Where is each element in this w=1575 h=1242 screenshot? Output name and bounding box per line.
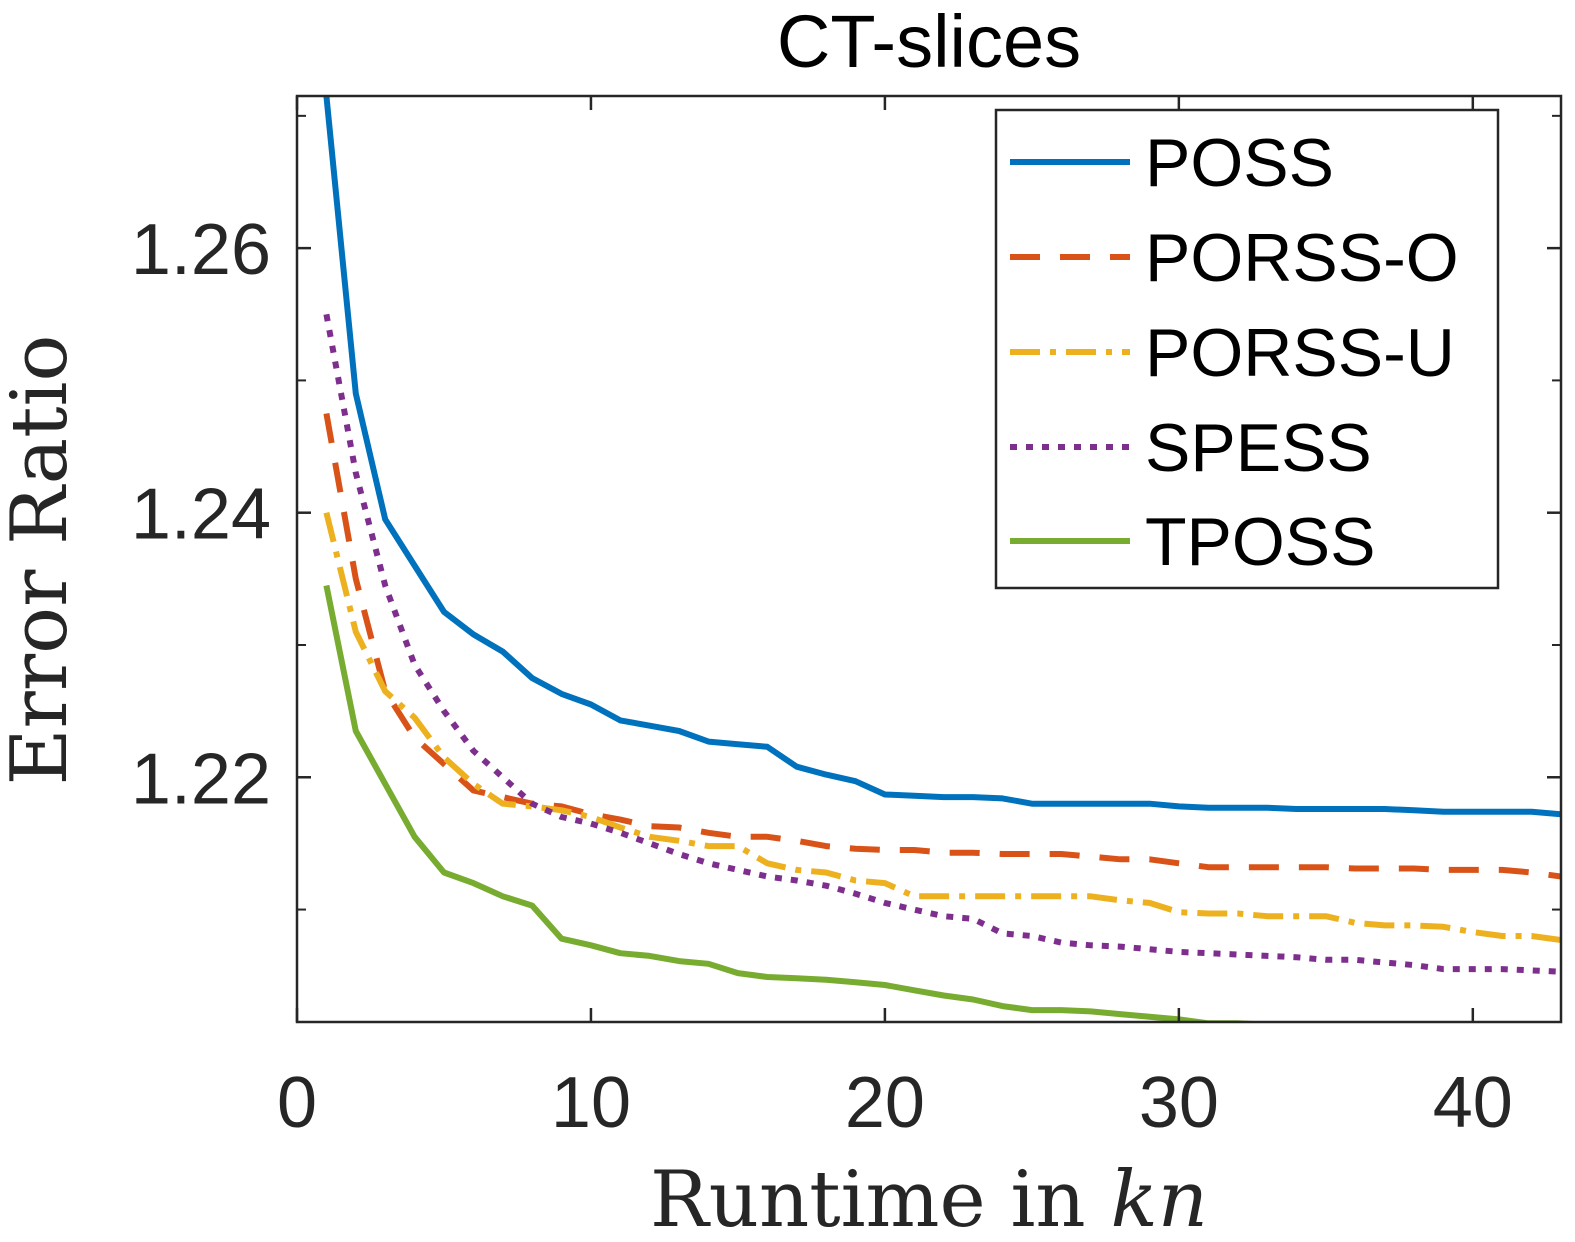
x-axis-label-text: Runtime in — [650, 1155, 1110, 1242]
legend-label-spess: SPESS — [1145, 410, 1372, 486]
series-line-tposs — [323, 584, 1276, 1022]
y-tick-label: 1.24 — [131, 475, 271, 555]
x-axis-label-variable: kn — [1110, 1155, 1208, 1242]
chart-title: CT-slices — [777, 0, 1081, 83]
series-line-poss — [323, 96, 1561, 818]
series-layer — [323, 96, 1561, 1022]
legend-label-porss-u: PORSS-U — [1145, 315, 1455, 391]
x-tick-label: 40 — [1433, 1063, 1513, 1143]
series-line-porss-u — [323, 511, 1561, 943]
y-tick-label: 1.26 — [131, 210, 271, 290]
x-axis-label: Runtime in kn — [650, 1155, 1208, 1242]
ticks-layer: 0 10 20 30 40 1.22 1.24 1.26 — [131, 96, 1561, 1143]
x-tick-label: 0 — [277, 1063, 317, 1143]
y-tick-label: 1.22 — [131, 739, 271, 819]
x-tick-label: 20 — [845, 1063, 925, 1143]
plot-frame — [295, 94, 1563, 1024]
legend-label-poss: POSS — [1145, 125, 1334, 201]
x-tick-label: 10 — [551, 1063, 631, 1143]
legend-label-tposs: TPOSS — [1145, 504, 1376, 580]
legend-label-porss-o: PORSS-O — [1145, 220, 1459, 296]
series-line-spess — [323, 313, 1561, 975]
x-tick-label: 30 — [1139, 1063, 1219, 1143]
legend: POSS PORSS-O PORSS-U SPESS TPOSS — [994, 108, 1500, 590]
y-axis-label: Error Ratio — [0, 335, 85, 786]
